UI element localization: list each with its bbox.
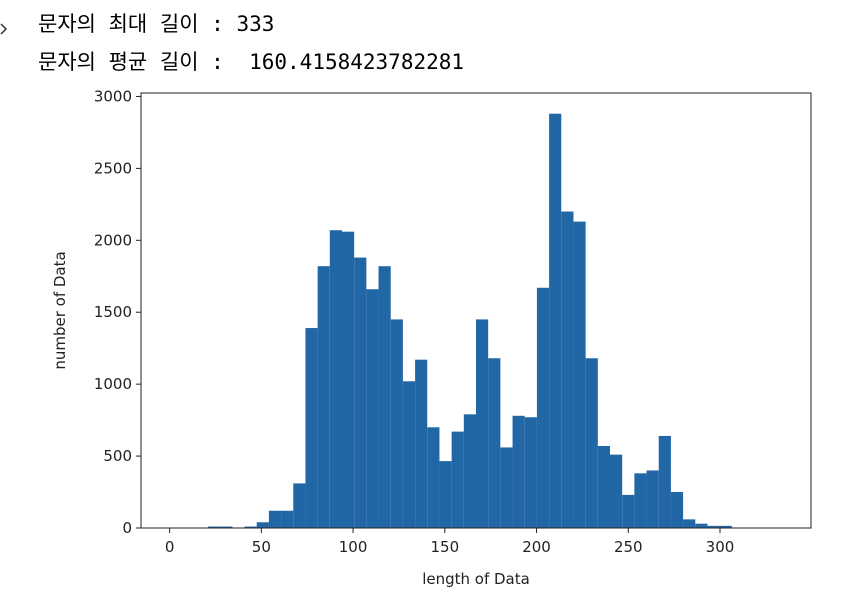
y-tick-label: 2000	[94, 231, 132, 249]
output-arrow	[0, 23, 8, 35]
bar	[610, 454, 623, 528]
bar	[573, 221, 586, 528]
bar	[317, 266, 330, 528]
x-tick-label: 0	[165, 538, 175, 556]
bar	[415, 359, 428, 528]
bar	[378, 266, 391, 528]
x-tick-label: 300	[706, 538, 735, 556]
bar	[670, 492, 684, 528]
x-axis-label: length of Data	[422, 570, 530, 588]
plot-frame	[140, 92, 812, 529]
bar	[439, 461, 452, 528]
bar	[256, 522, 269, 528]
bar	[476, 319, 489, 528]
bar	[463, 414, 476, 528]
output-line: 문자의 평균 길이 : 160.4158423782281	[38, 50, 465, 74]
x-tick-label: 50	[252, 538, 271, 556]
bar	[208, 526, 221, 528]
x-tick-label: 150	[430, 538, 459, 556]
y-tick-label: 2500	[94, 159, 132, 177]
output-line: 문자의 최대 길이 : 333	[38, 12, 275, 36]
bar	[561, 211, 574, 529]
bar	[354, 257, 367, 528]
bar	[622, 494, 635, 528]
bar	[524, 417, 537, 528]
bar	[719, 525, 732, 528]
bar	[585, 358, 598, 528]
bar	[646, 470, 659, 528]
y-axis-label: number of Data	[51, 251, 69, 369]
bar	[366, 289, 379, 528]
y-tick-label: 1500	[94, 303, 132, 321]
bar	[707, 525, 720, 528]
bar	[268, 510, 282, 528]
bar	[451, 431, 464, 528]
bar	[500, 447, 513, 528]
bar	[402, 381, 416, 528]
bar	[342, 231, 355, 528]
bar	[281, 510, 294, 528]
x-tick-label: 250	[614, 538, 643, 556]
bar	[329, 230, 342, 528]
bar	[293, 483, 306, 528]
bar	[488, 358, 501, 528]
bar	[683, 519, 696, 528]
x-tick-label: 200	[522, 538, 551, 556]
bar	[220, 526, 233, 528]
x-tick-label: 100	[339, 538, 368, 556]
bar	[695, 523, 708, 528]
y-tick-label: 3000	[94, 87, 132, 105]
bar	[244, 526, 257, 528]
y-tick-label: 0	[122, 519, 132, 537]
bar	[390, 319, 403, 528]
bar	[427, 427, 440, 528]
bar	[305, 328, 318, 528]
y-tick-label: 1000	[94, 375, 132, 393]
bar	[512, 415, 525, 528]
y-tick-label: 500	[103, 447, 132, 465]
bar	[658, 435, 671, 528]
bar	[597, 446, 610, 528]
bar	[634, 473, 647, 528]
bar	[536, 287, 550, 528]
bar	[549, 113, 562, 528]
